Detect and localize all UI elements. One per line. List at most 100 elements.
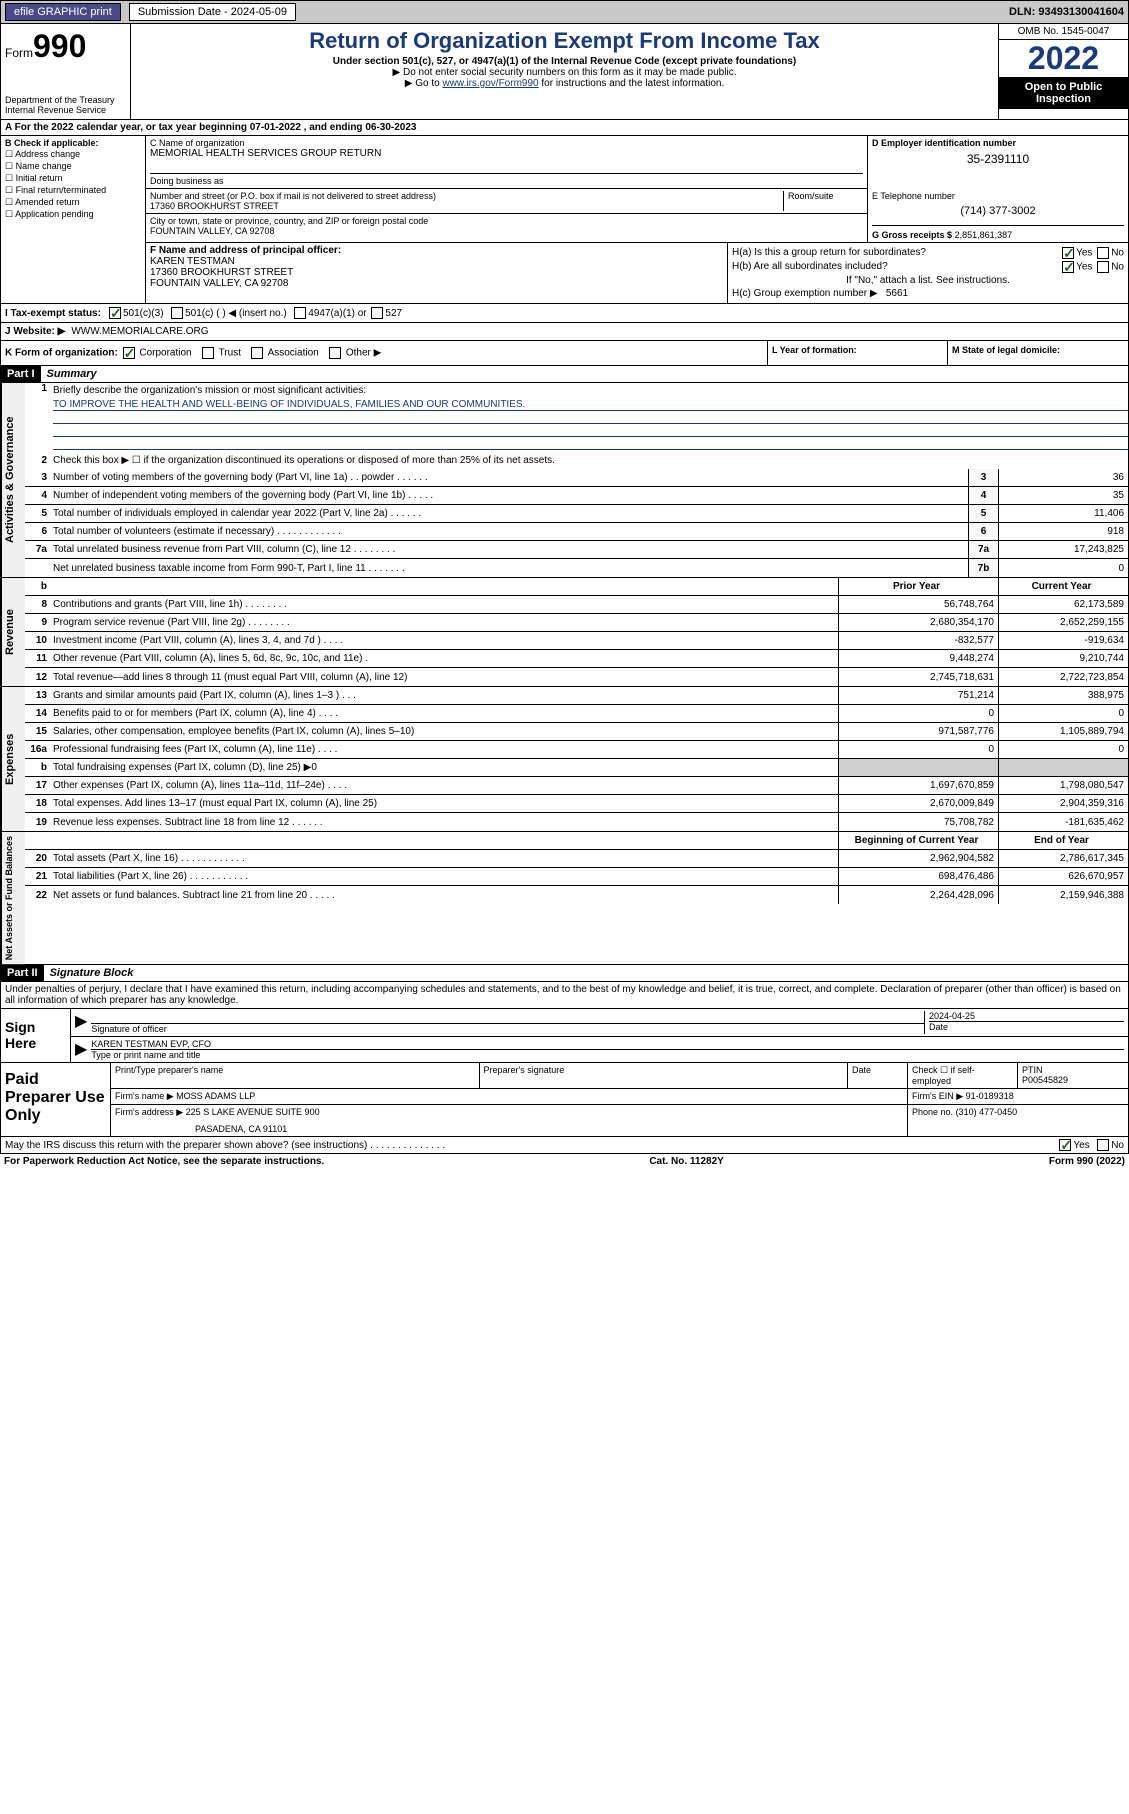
discuss-yes[interactable]: [1059, 1139, 1071, 1151]
org-name-label: C Name of organization: [150, 138, 863, 148]
form-subtitle: Under section 501(c), 527, or 4947(a)(1)…: [135, 56, 994, 67]
tab-net-assets: Net Assets or Fund Balances: [1, 832, 25, 964]
chk-assoc[interactable]: [251, 347, 263, 359]
chk-501c[interactable]: [171, 307, 183, 319]
sig-name-label: Type or print name and title: [91, 1049, 1124, 1060]
ptin-value: P00545829: [1022, 1075, 1068, 1085]
firm-ein-label: Firm's EIN ▶: [912, 1091, 963, 1101]
chk-name-change[interactable]: ☐ Name change: [5, 161, 141, 172]
discuss-no[interactable]: [1097, 1139, 1109, 1151]
dept-label: Department of the Treasury: [5, 95, 126, 105]
prep-date-label: Date: [848, 1063, 908, 1088]
summary-line: 4Number of independent voting members of…: [25, 487, 1128, 505]
summary-line: 11Other revenue (Part VIII, column (A), …: [25, 650, 1128, 668]
city-value: FOUNTAIN VALLEY, CA 92708: [150, 226, 863, 236]
ein-label: D Employer identification number: [872, 138, 1016, 148]
ha-label: H(a) Is this a group return for subordin…: [732, 247, 926, 259]
section-b-through-h: B Check if applicable: ☐ Address change …: [0, 136, 1129, 304]
summary-line: 17Other expenses (Part IX, column (A), l…: [25, 777, 1128, 795]
summary-line: 22Net assets or fund balances. Subtract …: [25, 886, 1128, 904]
hb-yes[interactable]: [1062, 261, 1074, 273]
form-number: 990: [33, 28, 86, 64]
paid-preparer-label: Paid Preparer Use Only: [1, 1063, 111, 1136]
chk-501c3[interactable]: [109, 307, 121, 319]
prep-check-label: Check ☐ if self-employed: [908, 1063, 1018, 1088]
sign-here-label: Sign Here: [1, 1009, 71, 1062]
form-note2: ▶ Go to www.irs.gov/Form990 for instruct…: [135, 78, 994, 89]
line1-label: Briefly describe the organization's miss…: [53, 383, 1128, 398]
beg-year-hdr: Beginning of Current Year: [838, 832, 998, 849]
chk-other[interactable]: [329, 347, 341, 359]
end-year-hdr: End of Year: [998, 832, 1128, 849]
sig-officer-label: Signature of officer: [91, 1023, 924, 1034]
chk-initial-return[interactable]: ☐ Initial return: [5, 173, 141, 184]
paid-preparer-block: Paid Preparer Use Only Print/Type prepar…: [0, 1063, 1129, 1137]
chk-4947[interactable]: [294, 307, 306, 319]
prep-phone-label: Phone no.: [912, 1107, 953, 1117]
line2: Check this box ▶ ☐ if the organization d…: [53, 453, 1128, 468]
pra-notice: For Paperwork Reduction Act Notice, see …: [4, 1156, 324, 1167]
room-label: Room/suite: [783, 191, 863, 211]
ha-yes[interactable]: [1062, 247, 1074, 259]
irs-label: Internal Revenue Service: [5, 105, 126, 115]
officer-label: F Name and address of principal officer:: [150, 245, 341, 256]
gross-receipts-label: G Gross receipts $: [872, 230, 952, 240]
form-label: Form: [5, 46, 33, 60]
chk-address-change[interactable]: ☐ Address change: [5, 149, 141, 160]
gross-receipts-value: 2,851,861,387: [955, 230, 1013, 240]
discuss-row: May the IRS discuss this return with the…: [0, 1137, 1129, 1154]
org-name: MEMORIAL HEALTH SERVICES GROUP RETURN: [150, 148, 863, 159]
year-formation-label: L Year of formation:: [772, 345, 857, 355]
firm-city-value: PASADENA, CA 91101: [115, 1124, 903, 1134]
chk-amended[interactable]: ☐ Amended return: [5, 197, 141, 208]
firm-ein-value: 91-0189318: [966, 1091, 1014, 1101]
summary-line: 7aTotal unrelated business revenue from …: [25, 541, 1128, 559]
tab-activities-governance: Activities & Governance: [1, 383, 25, 577]
chk-527[interactable]: [371, 307, 383, 319]
chk-trust[interactable]: [202, 347, 214, 359]
prep-sig-label: Preparer's signature: [480, 1063, 849, 1088]
declaration-text: Under penalties of perjury, I declare th…: [1, 982, 1128, 1008]
part1-activities-governance: Activities & Governance 1Briefly describ…: [0, 383, 1129, 578]
inspection-badge: Open to Public Inspection: [999, 77, 1128, 109]
summary-line: 20Total assets (Part X, line 16) . . . .…: [25, 850, 1128, 868]
signature-block: Under penalties of perjury, I declare th…: [0, 982, 1129, 1063]
footer: For Paperwork Reduction Act Notice, see …: [0, 1154, 1129, 1169]
summary-line: 10Investment income (Part VIII, column (…: [25, 632, 1128, 650]
form-header: Form990 Department of the Treasury Inter…: [0, 24, 1129, 120]
firm-name-label: Firm's name ▶: [115, 1091, 174, 1101]
summary-line: 18Total expenses. Add lines 13–17 (must …: [25, 795, 1128, 813]
chk-corp[interactable]: [123, 347, 135, 359]
sig-date-value: 2024-04-25: [929, 1011, 1124, 1021]
summary-line: 8Contributions and grants (Part VIII, li…: [25, 596, 1128, 614]
ptin-label: PTIN: [1022, 1065, 1043, 1075]
form-ref: Form 990 (2022): [1049, 1156, 1125, 1167]
summary-line: 19Revenue less expenses. Subtract line 1…: [25, 813, 1128, 831]
sig-date-label: Date: [929, 1021, 1124, 1032]
row-a-tax-year: A For the 2022 calendar year, or tax yea…: [0, 120, 1129, 136]
street-label: Number and street (or P.O. box if mail i…: [150, 191, 783, 201]
part1-net-assets: Net Assets or Fund Balances Beginning of…: [0, 832, 1129, 965]
arrow-icon: ▶: [75, 1011, 87, 1034]
efile-print-button[interactable]: efile GRAPHIC print: [5, 3, 121, 21]
cat-number: Cat. No. 11282Y: [649, 1156, 723, 1167]
prep-name-label: Print/Type preparer's name: [111, 1063, 480, 1088]
prep-phone-value: (310) 477-0450: [956, 1107, 1018, 1117]
row-klm: K Form of organization: Corporation Trus…: [0, 341, 1129, 366]
irs-link[interactable]: www.irs.gov/Form990: [442, 78, 538, 89]
form-title: Return of Organization Exempt From Incom…: [135, 28, 994, 54]
part2-header: Part II Signature Block: [0, 965, 1129, 982]
ha-no[interactable]: [1097, 247, 1109, 259]
prior-year-hdr: Prior Year: [838, 578, 998, 595]
officer-addr2: FOUNTAIN VALLEY, CA 92708: [150, 278, 288, 289]
hb-no[interactable]: [1097, 261, 1109, 273]
website-value: WWW.MEMORIALCARE.ORG: [71, 326, 208, 337]
chk-final-return[interactable]: ☐ Final return/terminated: [5, 185, 141, 196]
part1-revenue: Revenue bPrior YearCurrent Year 8Contrib…: [0, 578, 1129, 687]
chk-app-pending[interactable]: ☐ Application pending: [5, 209, 141, 220]
firm-addr-value: 225 S LAKE AVENUE SUITE 900: [186, 1107, 320, 1117]
part1-header: Part I Summary: [0, 366, 1129, 383]
dln: DLN: 93493130041604: [1009, 6, 1124, 18]
summary-line: Net unrelated business taxable income fr…: [25, 559, 1128, 577]
ein-value: 35-2391110: [872, 152, 1124, 166]
